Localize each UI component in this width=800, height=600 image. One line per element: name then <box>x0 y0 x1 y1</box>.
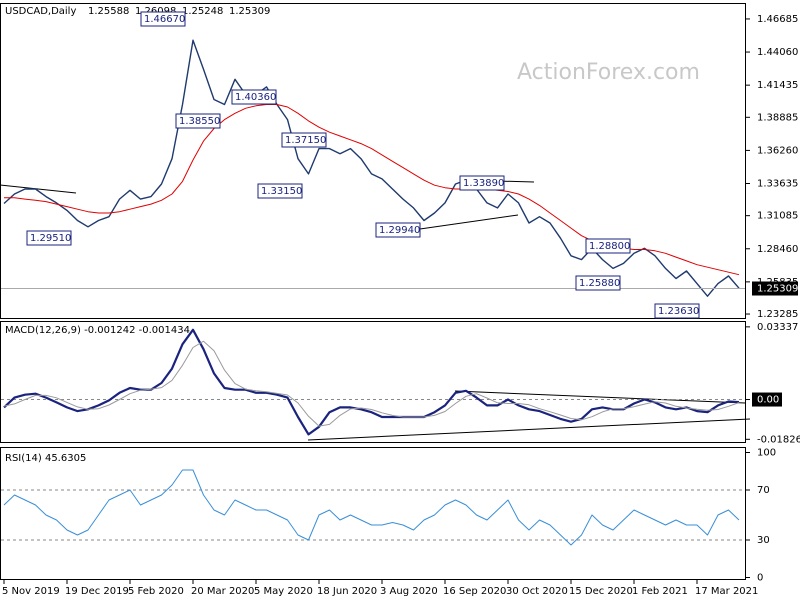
annotation-box <box>175 113 221 129</box>
price-title: USDCAD,Daily <box>5 6 76 17</box>
annotation-box <box>575 275 621 291</box>
y-tick-label: -0.018262 <box>757 434 800 445</box>
x-tick-label: 20 Mar 2020 <box>191 586 254 597</box>
series-line <box>3 39 740 297</box>
annotation-box <box>585 238 631 254</box>
y-tick-label: 1.33635 <box>757 179 798 190</box>
ohlc-value: 1.25309 <box>229 6 270 17</box>
annotation: 1.37150 <box>285 135 326 146</box>
x-tick-label: 5 May 2020 <box>254 586 313 597</box>
annotation: 1.29510 <box>30 233 71 244</box>
price-panel <box>0 3 746 319</box>
x-tick-label: 3 Aug 2020 <box>380 586 438 597</box>
watermark: ActionForex.com <box>517 60 700 85</box>
y-tick-label: 30 <box>757 535 770 546</box>
y-tick-label: 1.41435 <box>757 80 798 91</box>
annotation-box <box>26 230 72 246</box>
x-tick-label: 30 Oct 2020 <box>506 586 568 597</box>
annotation: 1.38550 <box>179 116 220 127</box>
y-tick-label: 0 <box>757 573 763 584</box>
annotation: 1.23630 <box>658 306 699 317</box>
x-tick-label: 18 Jun 2020 <box>317 586 377 597</box>
macd-title: MACD(12,26,9) -0.001242 -0.001434 <box>5 325 190 336</box>
ohlc-value: 1.25248 <box>182 6 223 17</box>
annotation-box <box>654 303 700 319</box>
annotation-box <box>140 11 186 27</box>
y-tick-label: 0.03337 <box>757 322 798 333</box>
y-tick-label: 1.28460 <box>757 244 798 255</box>
y-tick-label: 1.31085 <box>757 211 798 222</box>
annotation-box <box>231 89 277 105</box>
annotation-box <box>375 222 421 238</box>
annotation: 1.33890 <box>463 178 504 189</box>
series-line <box>3 469 740 546</box>
annotation: 1.40360 <box>235 92 276 103</box>
rsi-panel <box>0 447 746 580</box>
last-macd-box <box>752 392 782 407</box>
trendline <box>0 184 77 194</box>
ohlc-value: 1.25588 <box>88 6 129 17</box>
x-tick-label: 17 Mar 2021 <box>695 586 758 597</box>
annotation-box <box>459 175 505 191</box>
trendline <box>307 418 751 441</box>
annotation: 1.33150 <box>261 186 302 197</box>
x-tick-label: 15 Dec 2020 <box>569 586 633 597</box>
y-tick-label: 1.38885 <box>757 112 798 123</box>
y-tick-label: 1.36260 <box>757 145 798 156</box>
annotation-box <box>257 183 303 199</box>
x-tick-label: 5 Nov 2019 <box>2 586 60 597</box>
series-line <box>3 340 740 427</box>
annotation: 1.46670 <box>144 14 185 25</box>
annotation: 1.25880 <box>579 278 620 289</box>
annotation: 1.28800 <box>589 241 630 252</box>
annotation-box <box>281 132 327 148</box>
rsi-title: RSI(14) 45.6305 <box>5 453 86 464</box>
last-macd-label: 0.00 <box>757 395 779 406</box>
last-price-label: 1.25309 <box>757 284 798 295</box>
series-line <box>3 328 740 436</box>
x-tick-label: 1 Feb 2021 <box>632 586 688 597</box>
trendline <box>454 390 746 404</box>
last-price-box <box>752 281 798 296</box>
x-tick-label: 19 Dec 2019 <box>65 586 129 597</box>
y-tick-label: 1.23285 <box>757 309 798 320</box>
trendline <box>419 214 519 230</box>
y-tick-label: 100 <box>757 448 776 459</box>
annotation: 1.29940 <box>379 225 420 236</box>
macd-panel <box>0 321 746 443</box>
y-tick-label: 1.46685 <box>757 14 798 25</box>
y-tick-label: 70 <box>757 485 770 496</box>
x-tick-label: 16 Sep 2020 <box>443 586 506 597</box>
y-tick-label: 1.44060 <box>757 47 798 58</box>
x-tick-label: 5 Feb 2020 <box>128 586 184 597</box>
